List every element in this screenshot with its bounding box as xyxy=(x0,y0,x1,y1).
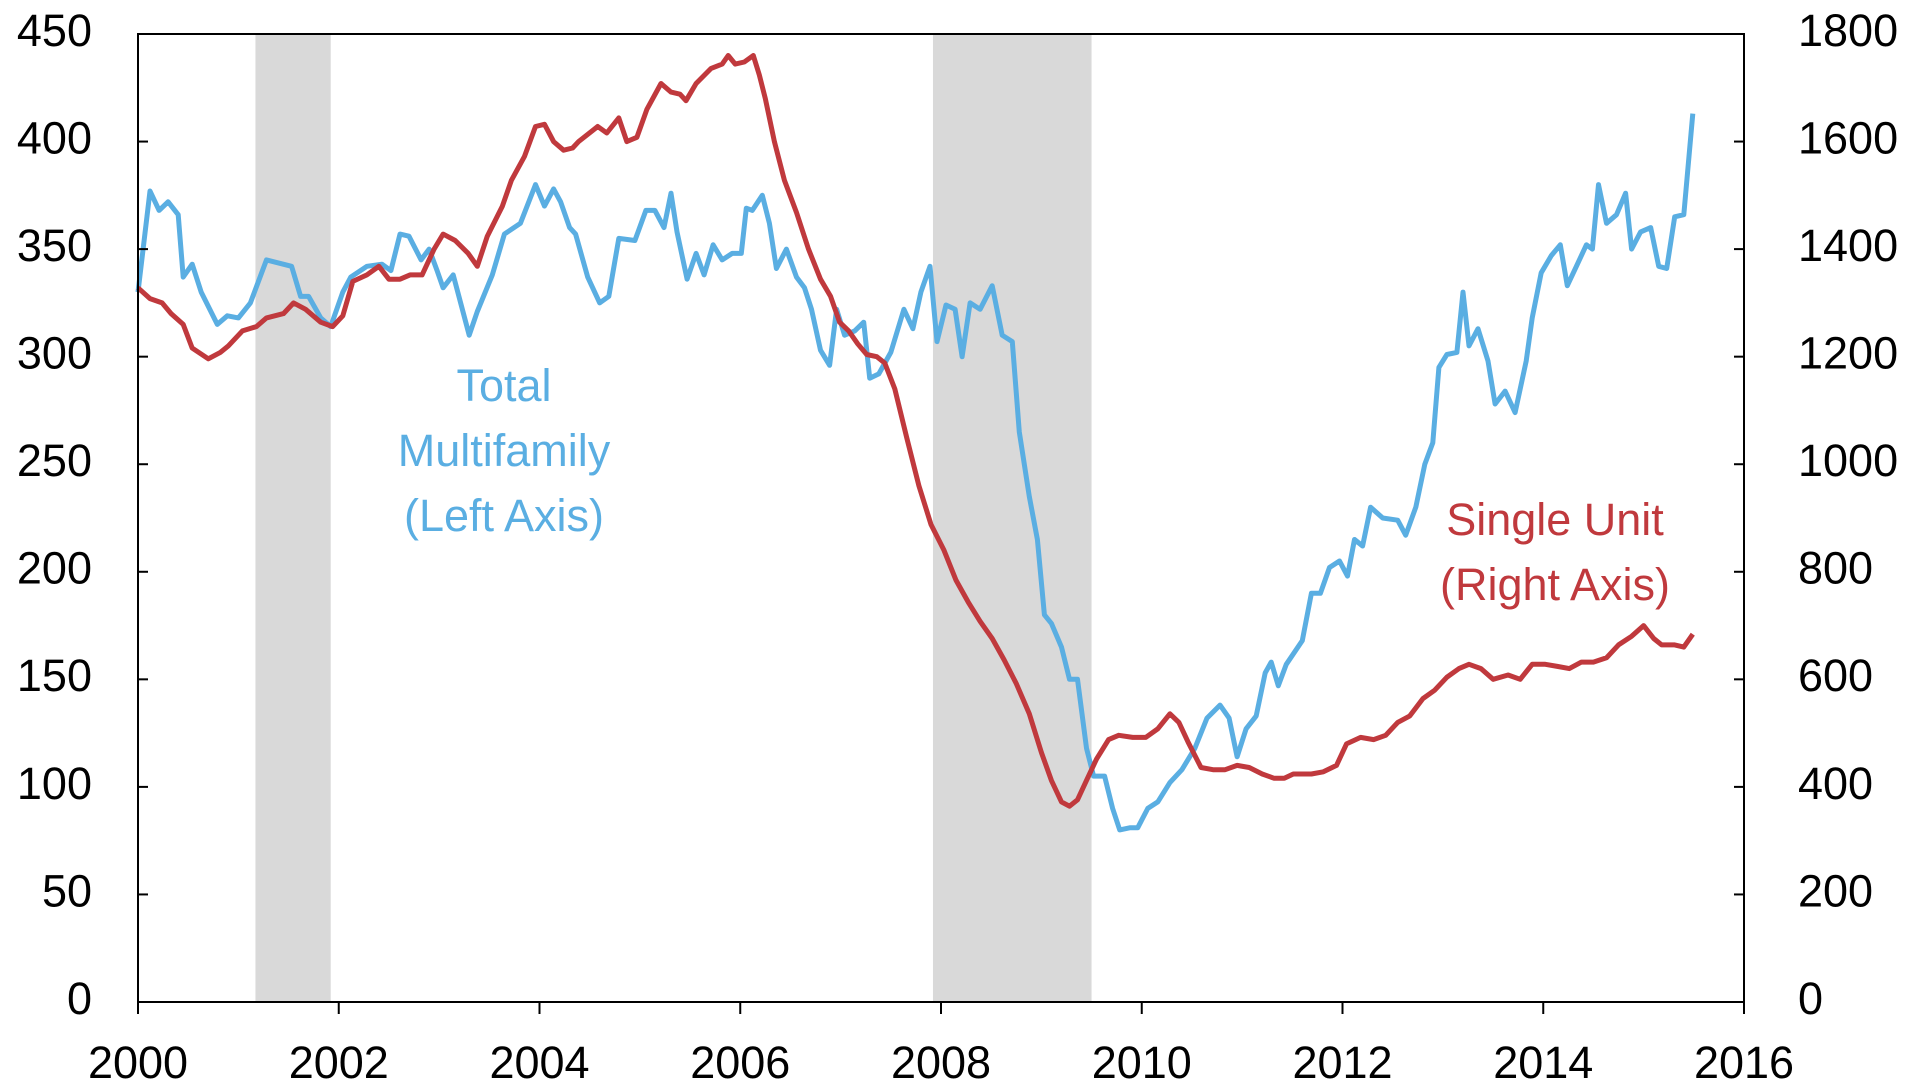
x-tick-label: 2016 xyxy=(1694,1037,1794,1088)
y2-tick-label: 1400 xyxy=(1798,220,1898,271)
x-tick-label: 2012 xyxy=(1292,1037,1392,1088)
y-tick-label: 150 xyxy=(17,650,92,701)
axes: 0 50 100 150 200 250 300 350 400 450 0 200 400 600 800… xyxy=(17,5,1898,1088)
y-tick-label: 300 xyxy=(17,328,92,379)
x-tick-label: 2002 xyxy=(289,1037,389,1088)
y2-tick-label: 600 xyxy=(1798,650,1873,701)
x-tick-label: 2014 xyxy=(1493,1037,1593,1088)
annotation: Total xyxy=(456,360,551,411)
y2-tick-label: 1800 xyxy=(1798,5,1898,56)
y2-tick-label: 0 xyxy=(1798,973,1823,1024)
y2-tick-label: 800 xyxy=(1798,543,1873,594)
recession-band xyxy=(255,34,331,1002)
shades xyxy=(255,34,1092,1002)
y2-tick-label: 1200 xyxy=(1798,328,1898,379)
y-tick-label: 200 xyxy=(17,543,92,594)
y2-tick-label: 200 xyxy=(1798,865,1873,916)
x-tick-label: 2008 xyxy=(891,1037,991,1088)
x-tick-label: 2004 xyxy=(489,1037,589,1088)
y-tick-label: 250 xyxy=(17,435,92,486)
series-line xyxy=(135,113,1696,833)
x-tick-label: 2010 xyxy=(1092,1037,1192,1088)
annotation: (Right Axis) xyxy=(1440,559,1670,610)
y-tick-label: 450 xyxy=(17,5,92,56)
lines xyxy=(135,53,1696,833)
annotation: Single Unit xyxy=(1446,494,1664,545)
series-line xyxy=(136,53,1695,809)
y2-tick-label: 1000 xyxy=(1798,435,1898,486)
y-tick-label: 100 xyxy=(17,758,92,809)
y-tick-label: 400 xyxy=(17,112,92,163)
y2-tick-label: 1600 xyxy=(1798,112,1898,163)
annotation: (Left Axis) xyxy=(404,490,604,541)
x-tick-label: 2006 xyxy=(690,1037,790,1088)
x-tick-label: 2000 xyxy=(88,1037,188,1088)
y2-tick-label: 400 xyxy=(1798,758,1873,809)
y-tick-label: 0 xyxy=(67,973,92,1024)
y-tick-label: 350 xyxy=(17,220,92,271)
recession-band xyxy=(932,34,1092,1002)
annotation: Multifamily xyxy=(398,425,611,476)
y-tick-label: 50 xyxy=(42,865,92,916)
